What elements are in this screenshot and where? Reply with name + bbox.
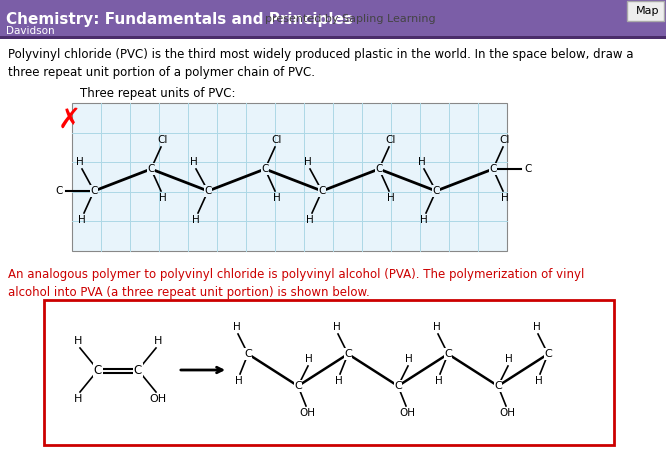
Text: OH: OH (399, 408, 415, 418)
FancyBboxPatch shape (72, 103, 507, 251)
Text: H: H (533, 322, 541, 332)
Text: H: H (159, 193, 167, 203)
Text: presented by Sapling Learning: presented by Sapling Learning (264, 14, 436, 24)
Text: C: C (261, 164, 268, 174)
Text: C: C (204, 186, 212, 196)
Text: H: H (335, 376, 343, 386)
Text: C: C (394, 381, 402, 391)
FancyBboxPatch shape (627, 1, 664, 21)
Text: C: C (91, 186, 98, 196)
Text: C: C (56, 186, 63, 196)
Text: Cl: Cl (386, 135, 396, 145)
Text: H: H (418, 157, 426, 167)
Text: OH: OH (149, 394, 166, 404)
Text: Cl: Cl (158, 135, 168, 145)
Text: C: C (444, 349, 452, 359)
Text: H: H (420, 215, 428, 225)
Text: H: H (233, 322, 241, 332)
Text: H: H (405, 354, 413, 364)
Text: H: H (433, 322, 441, 332)
Text: H: H (74, 336, 82, 346)
Text: H: H (78, 215, 86, 225)
Text: C: C (490, 164, 497, 174)
Text: H: H (74, 394, 82, 404)
Text: C: C (494, 381, 502, 391)
Text: C: C (376, 164, 383, 174)
Text: C: C (134, 364, 142, 377)
Text: C: C (432, 186, 440, 196)
Text: C: C (294, 381, 302, 391)
Text: H: H (387, 193, 395, 203)
Text: H: H (190, 157, 198, 167)
Text: Polyvinyl chloride (PVC) is the third most widely produced plastic in the world.: Polyvinyl chloride (PVC) is the third mo… (8, 48, 633, 79)
Text: H: H (333, 322, 341, 332)
Text: Map: Map (636, 6, 659, 16)
Text: H: H (501, 193, 509, 203)
Text: Davidson: Davidson (6, 26, 55, 36)
FancyBboxPatch shape (0, 36, 666, 39)
FancyBboxPatch shape (0, 0, 666, 36)
Text: An analogous polymer to polyvinyl chloride is polyvinyl alcohol (PVA). The polym: An analogous polymer to polyvinyl chlori… (8, 268, 584, 299)
Text: H: H (535, 376, 543, 386)
Text: C: C (147, 164, 155, 174)
Text: H: H (76, 157, 84, 167)
Text: ✗: ✗ (58, 106, 81, 134)
Text: H: H (154, 336, 163, 346)
Text: H: H (435, 376, 443, 386)
FancyBboxPatch shape (44, 300, 614, 445)
Text: H: H (273, 193, 281, 203)
Text: Three repeat units of PVC:: Three repeat units of PVC: (80, 87, 236, 100)
Text: C: C (344, 349, 352, 359)
Text: Cl: Cl (500, 135, 510, 145)
Text: H: H (306, 215, 314, 225)
Text: C: C (524, 164, 531, 174)
Text: H: H (505, 354, 513, 364)
Text: OH: OH (499, 408, 515, 418)
Text: H: H (235, 376, 243, 386)
Text: Chemistry: Fundamentals and Principles: Chemistry: Fundamentals and Principles (6, 12, 353, 27)
Text: Cl: Cl (272, 135, 282, 145)
Text: C: C (318, 186, 326, 196)
Text: H: H (192, 215, 200, 225)
Text: C: C (544, 349, 552, 359)
Text: C: C (244, 349, 252, 359)
Text: OH: OH (299, 408, 315, 418)
Text: H: H (304, 157, 312, 167)
Text: C: C (94, 364, 102, 377)
Text: H: H (305, 354, 313, 364)
